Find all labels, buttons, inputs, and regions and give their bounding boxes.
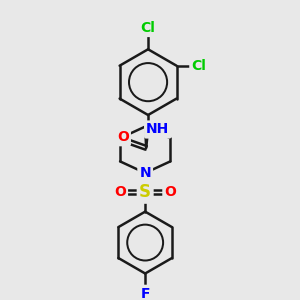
Text: F: F <box>140 287 150 300</box>
Text: Cl: Cl <box>141 21 155 35</box>
Text: N: N <box>140 166 151 180</box>
Text: O: O <box>164 185 176 199</box>
Text: O: O <box>117 130 129 144</box>
Text: Cl: Cl <box>191 59 206 73</box>
Text: S: S <box>139 183 151 201</box>
Text: NH: NH <box>146 122 169 136</box>
Text: O: O <box>114 185 126 199</box>
